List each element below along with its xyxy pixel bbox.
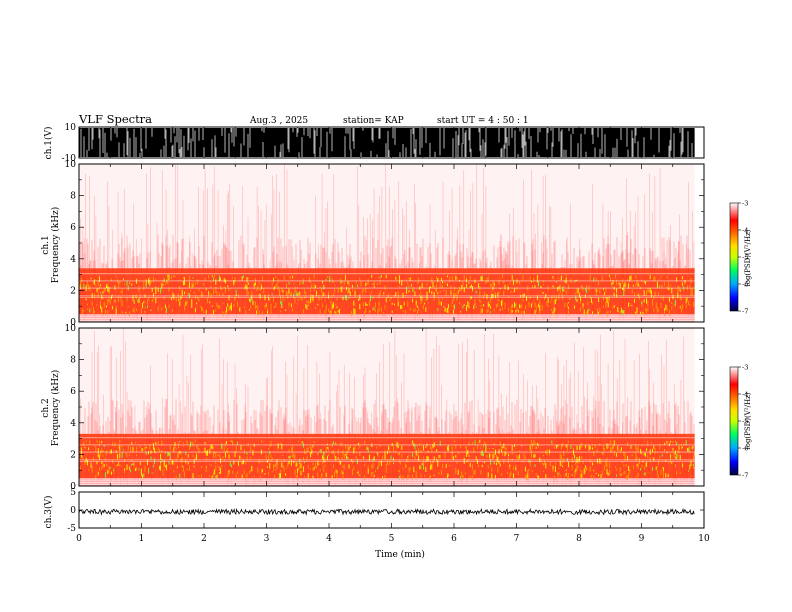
spec1-strong-band bbox=[79, 268, 695, 315]
colorbar-tick-label: -4 bbox=[742, 227, 748, 235]
ch1-colorbar-label: log(PSD)(V²/Hz) bbox=[744, 229, 752, 286]
colorbar-tick-label: -6 bbox=[742, 445, 748, 453]
x-tick-label: 1 bbox=[139, 534, 145, 544]
ch1-colorbar: -3 -4 -5 -6 -7 log(PSD)(V²/Hz) bbox=[729, 200, 752, 316]
figure-title: VLF Spectra bbox=[78, 112, 152, 126]
x-tick-label: 0 bbox=[76, 534, 82, 544]
x-tick-label: 3 bbox=[264, 534, 270, 544]
spec2-ytick-label: 2 bbox=[70, 450, 76, 460]
x-tick-label: 9 bbox=[639, 534, 645, 544]
ch2-colorbar-gradient bbox=[729, 366, 739, 476]
colorbar-tick-label: -4 bbox=[742, 391, 748, 399]
ch1-ytick-label: 10 bbox=[65, 123, 77, 133]
spec2-ytick-label: 10 bbox=[65, 324, 77, 334]
spec1-ytick-label: 2 bbox=[70, 286, 76, 296]
ch2-spec-ylabel-frequency: Frequency (kHz) bbox=[50, 370, 61, 447]
ch2-colorbar: -3 -4 -5 -6 -7 log(PSD)(V²/Hz) bbox=[729, 364, 752, 480]
ch3-waveform-trace bbox=[78, 507, 695, 516]
spec2-ytick-label: 0 bbox=[70, 482, 76, 492]
ch3-volt-ylabel: ch.3(V) bbox=[43, 496, 54, 529]
ch2-spectrogram-panel: 0 2 4 6 8 10 bbox=[65, 324, 705, 492]
colorbar-tick-label: -3 bbox=[742, 364, 748, 372]
colorbar-tick-label: -7 bbox=[742, 308, 748, 316]
colorbar-tick-label: -6 bbox=[742, 281, 748, 289]
x-tick-label: 2 bbox=[201, 534, 207, 544]
ch1-waveform-gaps bbox=[80, 128, 693, 157]
ch3-ytick-label: 5 bbox=[70, 488, 76, 498]
x-tick-label: 7 bbox=[514, 534, 520, 544]
spec2-ytick-label: 8 bbox=[70, 356, 76, 366]
ch2-colorbar-label: log(PSD)(V²/Hz) bbox=[744, 392, 752, 449]
date-label: Aug.3 , 2025 bbox=[249, 116, 308, 126]
ch1-ytick-label: -10 bbox=[62, 154, 77, 164]
x-tick-label: 10 bbox=[698, 534, 710, 544]
ch1-volt-ylabel: ch.1(V) bbox=[43, 127, 54, 160]
spec1-ytick-label: 8 bbox=[70, 192, 76, 202]
spec2-ytick-label: 6 bbox=[70, 387, 76, 397]
start-time-label: start UT = 4 : 50 : 1 bbox=[437, 116, 529, 126]
spec2-ytick-label: 4 bbox=[70, 419, 76, 429]
ch3-ytick-label: -5 bbox=[67, 524, 76, 534]
colorbar-tick-label: -3 bbox=[742, 200, 748, 208]
colorbar-tick-label: -7 bbox=[742, 472, 748, 480]
spec1-ytick-label: 4 bbox=[70, 255, 76, 265]
ch2-spec-ylabel-channel: ch.2 bbox=[41, 398, 51, 417]
spec1-ytick-label: 6 bbox=[70, 223, 76, 233]
x-axis-label: Time (min) bbox=[375, 549, 425, 560]
colorbar-tick-label: -5 bbox=[742, 254, 748, 262]
x-tick-label: 5 bbox=[389, 534, 395, 544]
spec1-ytick-label: 0 bbox=[70, 318, 76, 328]
station-label: station= KAP bbox=[343, 116, 404, 126]
ch3-ytick-label: 0 bbox=[70, 506, 76, 516]
ch1-colorbar-gradient bbox=[729, 202, 739, 312]
spec1-ytick-label: 10 bbox=[65, 160, 77, 170]
ch1-spectrogram-panel: 0 2 4 6 8 10 bbox=[65, 160, 705, 328]
x-tick-label: 4 bbox=[326, 534, 332, 544]
x-tick-label: 6 bbox=[451, 534, 457, 544]
x-tick-label: 8 bbox=[576, 534, 582, 544]
ch1-spec-ylabel-frequency: Frequency (kHz) bbox=[50, 207, 61, 284]
colorbar-tick-label: -5 bbox=[742, 418, 748, 426]
ch1-waveform-panel: 10 -10 bbox=[62, 123, 705, 164]
spec2-strong-band bbox=[79, 433, 695, 479]
ch1-spec-ylabel-channel: ch.1 bbox=[41, 235, 51, 254]
